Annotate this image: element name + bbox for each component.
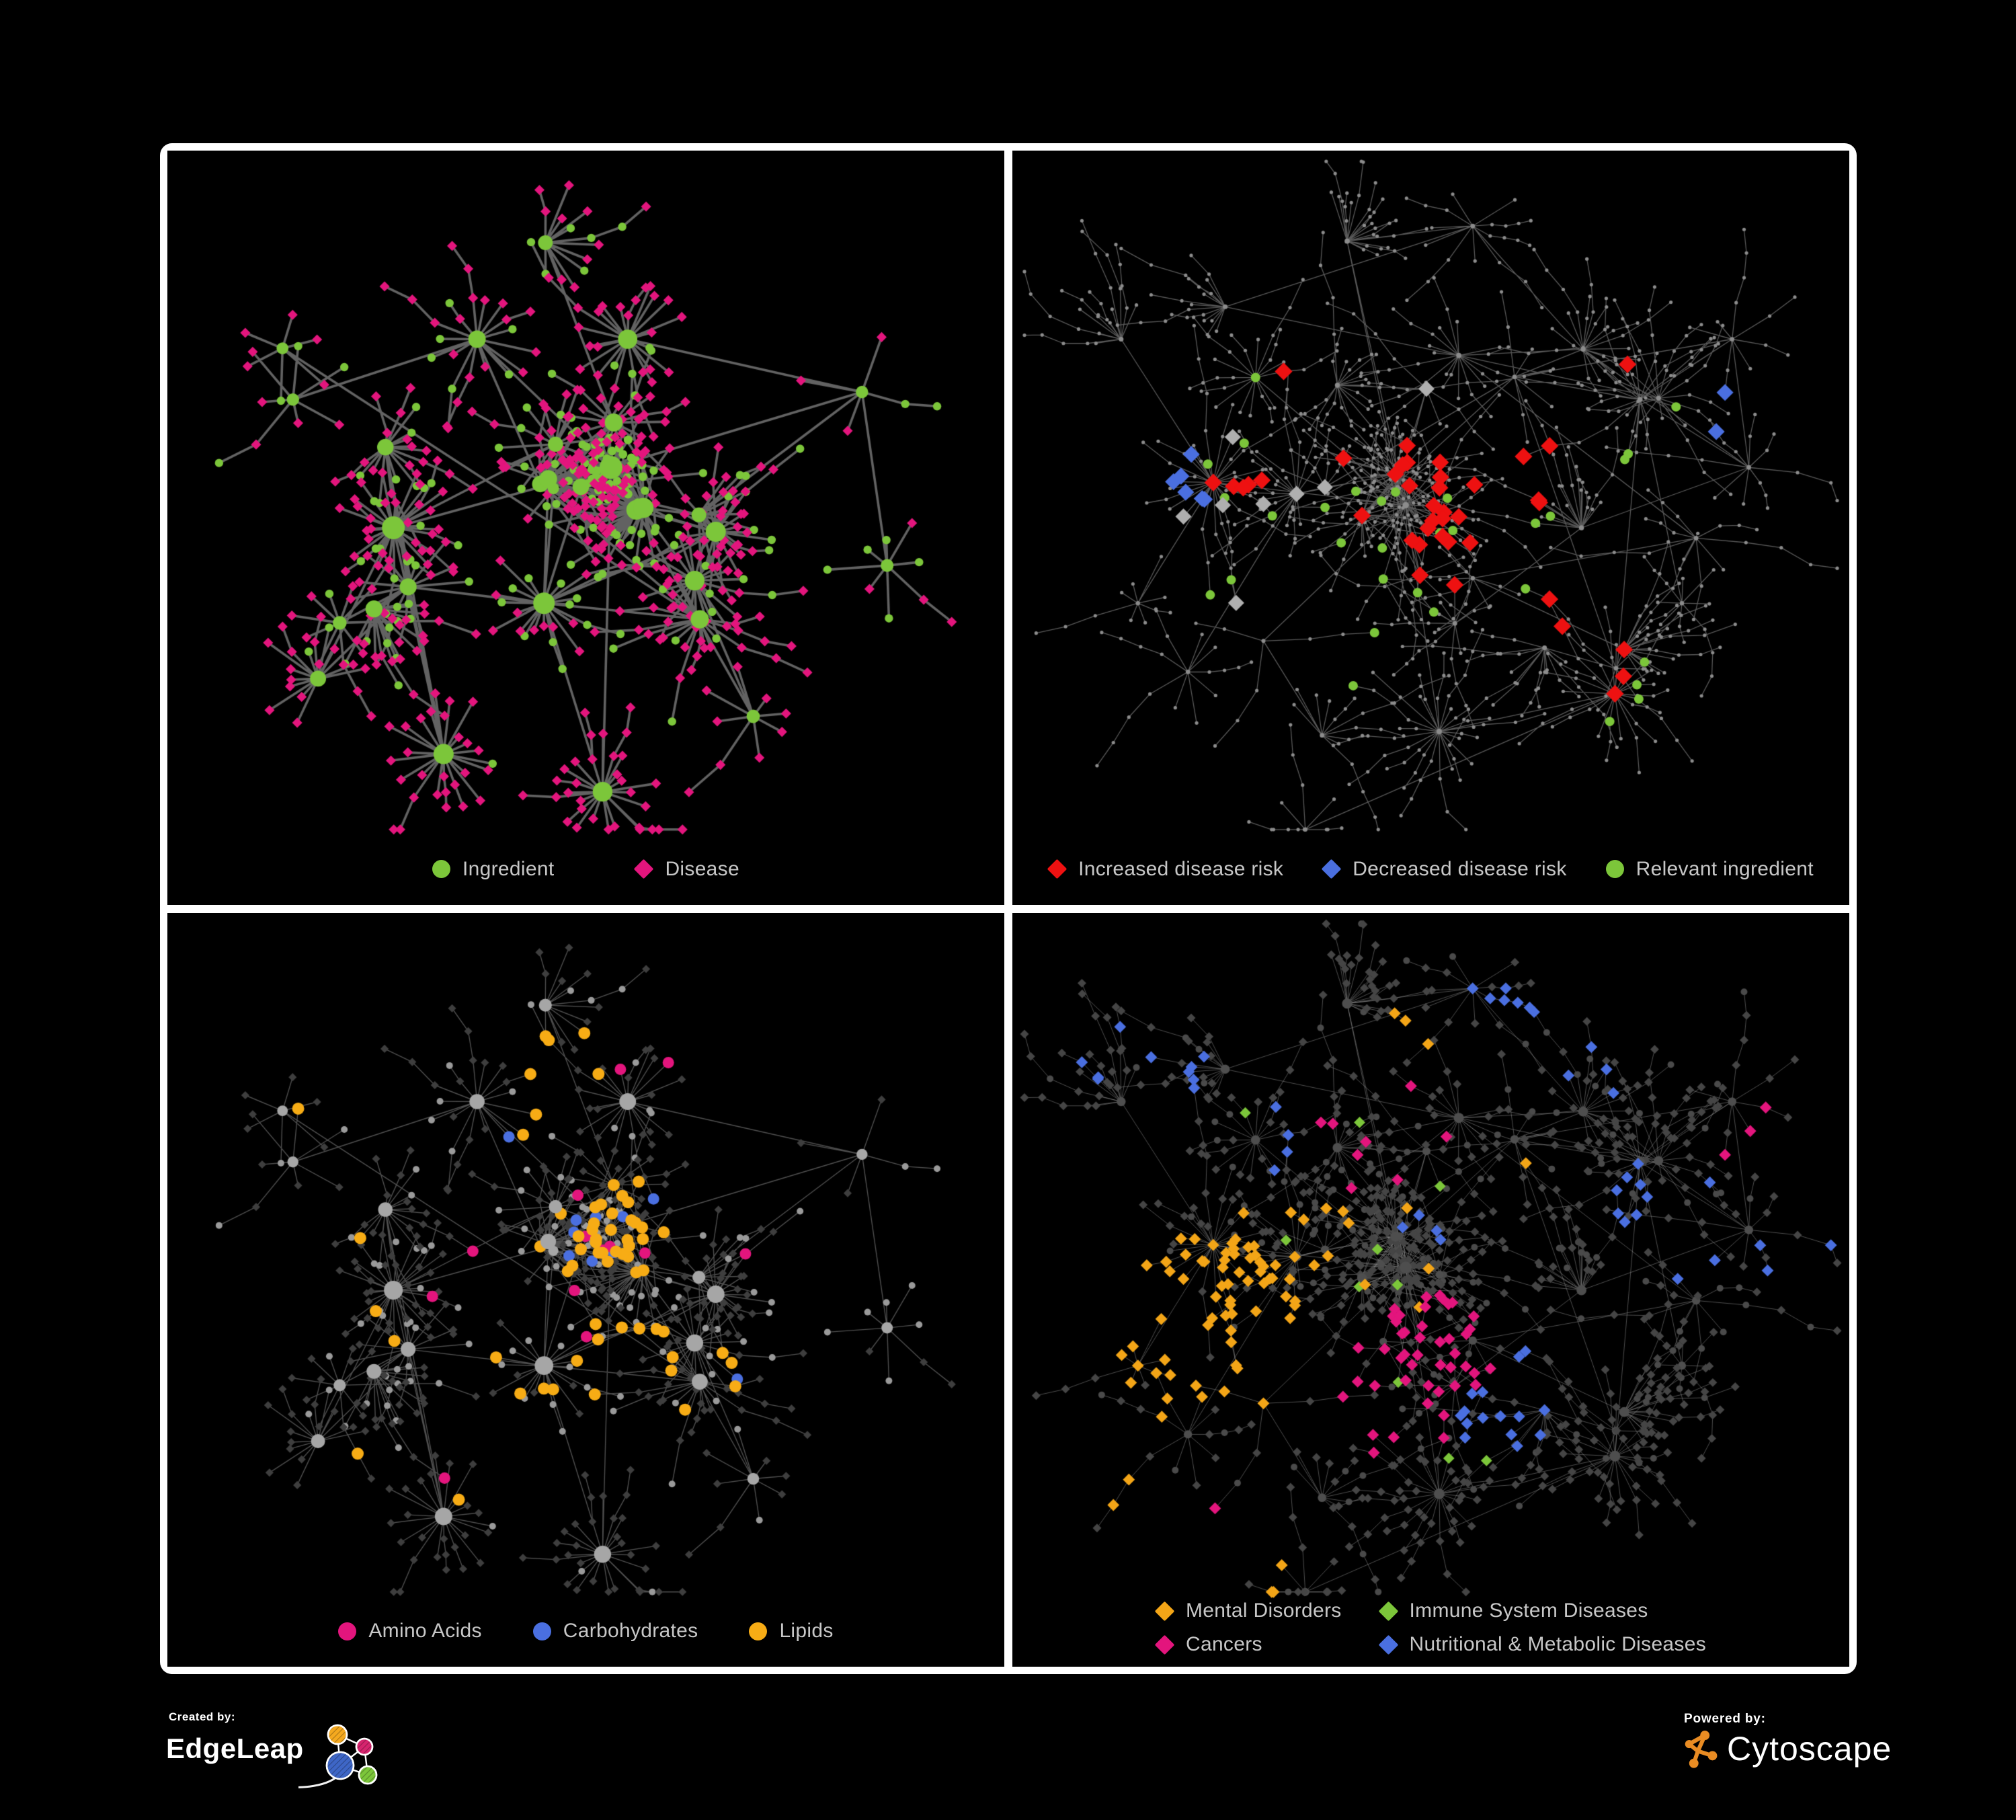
panel-nutrient-classes: Amino Acids Carbohydrates Lipids (167, 912, 1004, 1667)
circle-swatch-icon (432, 860, 451, 878)
circle-swatch-icon (338, 1622, 357, 1640)
diamond-swatch-icon (634, 859, 654, 879)
diamond-swatch-icon (1047, 859, 1067, 879)
circle-swatch-icon (532, 1622, 551, 1640)
legend-item-carbohydrates: Carbohydrates (532, 1620, 698, 1643)
legend-label: Amino Acids (368, 1620, 482, 1642)
edgeleap-logo-icon (298, 1724, 378, 1788)
legend-label: Relevant ingredient (1636, 857, 1814, 880)
circle-swatch-icon (1605, 860, 1624, 878)
panel-legend: Amino Acids Carbohydrates Lipids (167, 1620, 1004, 1643)
figure-frame: Ingredient Disease Increased disease risk… (160, 143, 1857, 1674)
network-canvas (1012, 912, 1849, 1667)
powered-by-label: Powered by: (1684, 1712, 1766, 1726)
legend-item-increased-disease-risk: Increased disease risk (1047, 857, 1284, 881)
panel-disease-risk: Increased disease risk Decreased disease … (1012, 151, 1849, 905)
created-by-label: Created by: (169, 1710, 236, 1723)
legend-item-cancers: Cancers (1154, 1633, 1342, 1656)
panel-legend: Increased disease risk Decreased disease … (1012, 858, 1849, 881)
diamond-swatch-icon (1321, 859, 1342, 879)
legend-item-decreased-disease-risk: Decreased disease risk (1321, 857, 1567, 881)
legend-item-relevant-ingredient: Relevant ingredient (1605, 857, 1814, 881)
legend-label: Disease (665, 857, 739, 880)
legend-label: Decreased disease risk (1353, 857, 1567, 880)
legend-item-amino-acids: Amino Acids (338, 1620, 481, 1643)
created-by-block: Created by: EdgeLeap (166, 1710, 399, 1791)
cytoscape-wordmark: Cytoscape (1727, 1730, 1892, 1768)
legend-item-nutritional-metabolic-diseases: Nutritional & Metabolic Diseases (1378, 1633, 1706, 1656)
legend-label: Nutritional & Metabolic Diseases (1409, 1633, 1706, 1655)
legend-item-disease: Disease (634, 857, 739, 881)
legend-label: Immune System Diseases (1409, 1599, 1648, 1622)
powered-by-block: Powered by: Cytoscape (1684, 1712, 1892, 1768)
legend-item-mental-disorders: Mental Disorders (1154, 1599, 1342, 1622)
cytoscape-logo-icon (1685, 1731, 1718, 1768)
diamond-swatch-icon (1154, 1634, 1175, 1655)
legend-item-immune-system-diseases: Immune System Diseases (1378, 1599, 1706, 1622)
legend-label: Carbohydrates (563, 1620, 698, 1642)
legend-label: Increased disease risk (1078, 857, 1284, 880)
diamond-swatch-icon (1378, 1601, 1398, 1621)
panel-legend: Ingredient Disease (167, 858, 1004, 881)
diamond-swatch-icon (1154, 1601, 1175, 1621)
legend-item-lipids: Lipids (749, 1620, 833, 1643)
panel-disease-classes: Mental Disorders Cancers Immune System Dis… (1012, 912, 1849, 1667)
network-canvas (1012, 151, 1849, 905)
diamond-swatch-icon (1378, 1634, 1398, 1655)
legend-item-ingredient: Ingredient (432, 858, 554, 881)
legend-label: Lipids (779, 1620, 834, 1642)
network-canvas (167, 151, 1004, 905)
legend-label: Cancers (1186, 1633, 1262, 1655)
network-canvas (167, 912, 1004, 1667)
panel-node-types: Ingredient Disease (167, 151, 1004, 905)
legend-label: Mental Disorders (1186, 1599, 1342, 1622)
circle-swatch-icon (749, 1622, 768, 1640)
edgeleap-wordmark: EdgeLeap (166, 1733, 304, 1764)
legend-label: Ingredient (462, 857, 555, 880)
panel-legend: Mental Disorders Cancers Immune System Dis… (1012, 1599, 1849, 1656)
